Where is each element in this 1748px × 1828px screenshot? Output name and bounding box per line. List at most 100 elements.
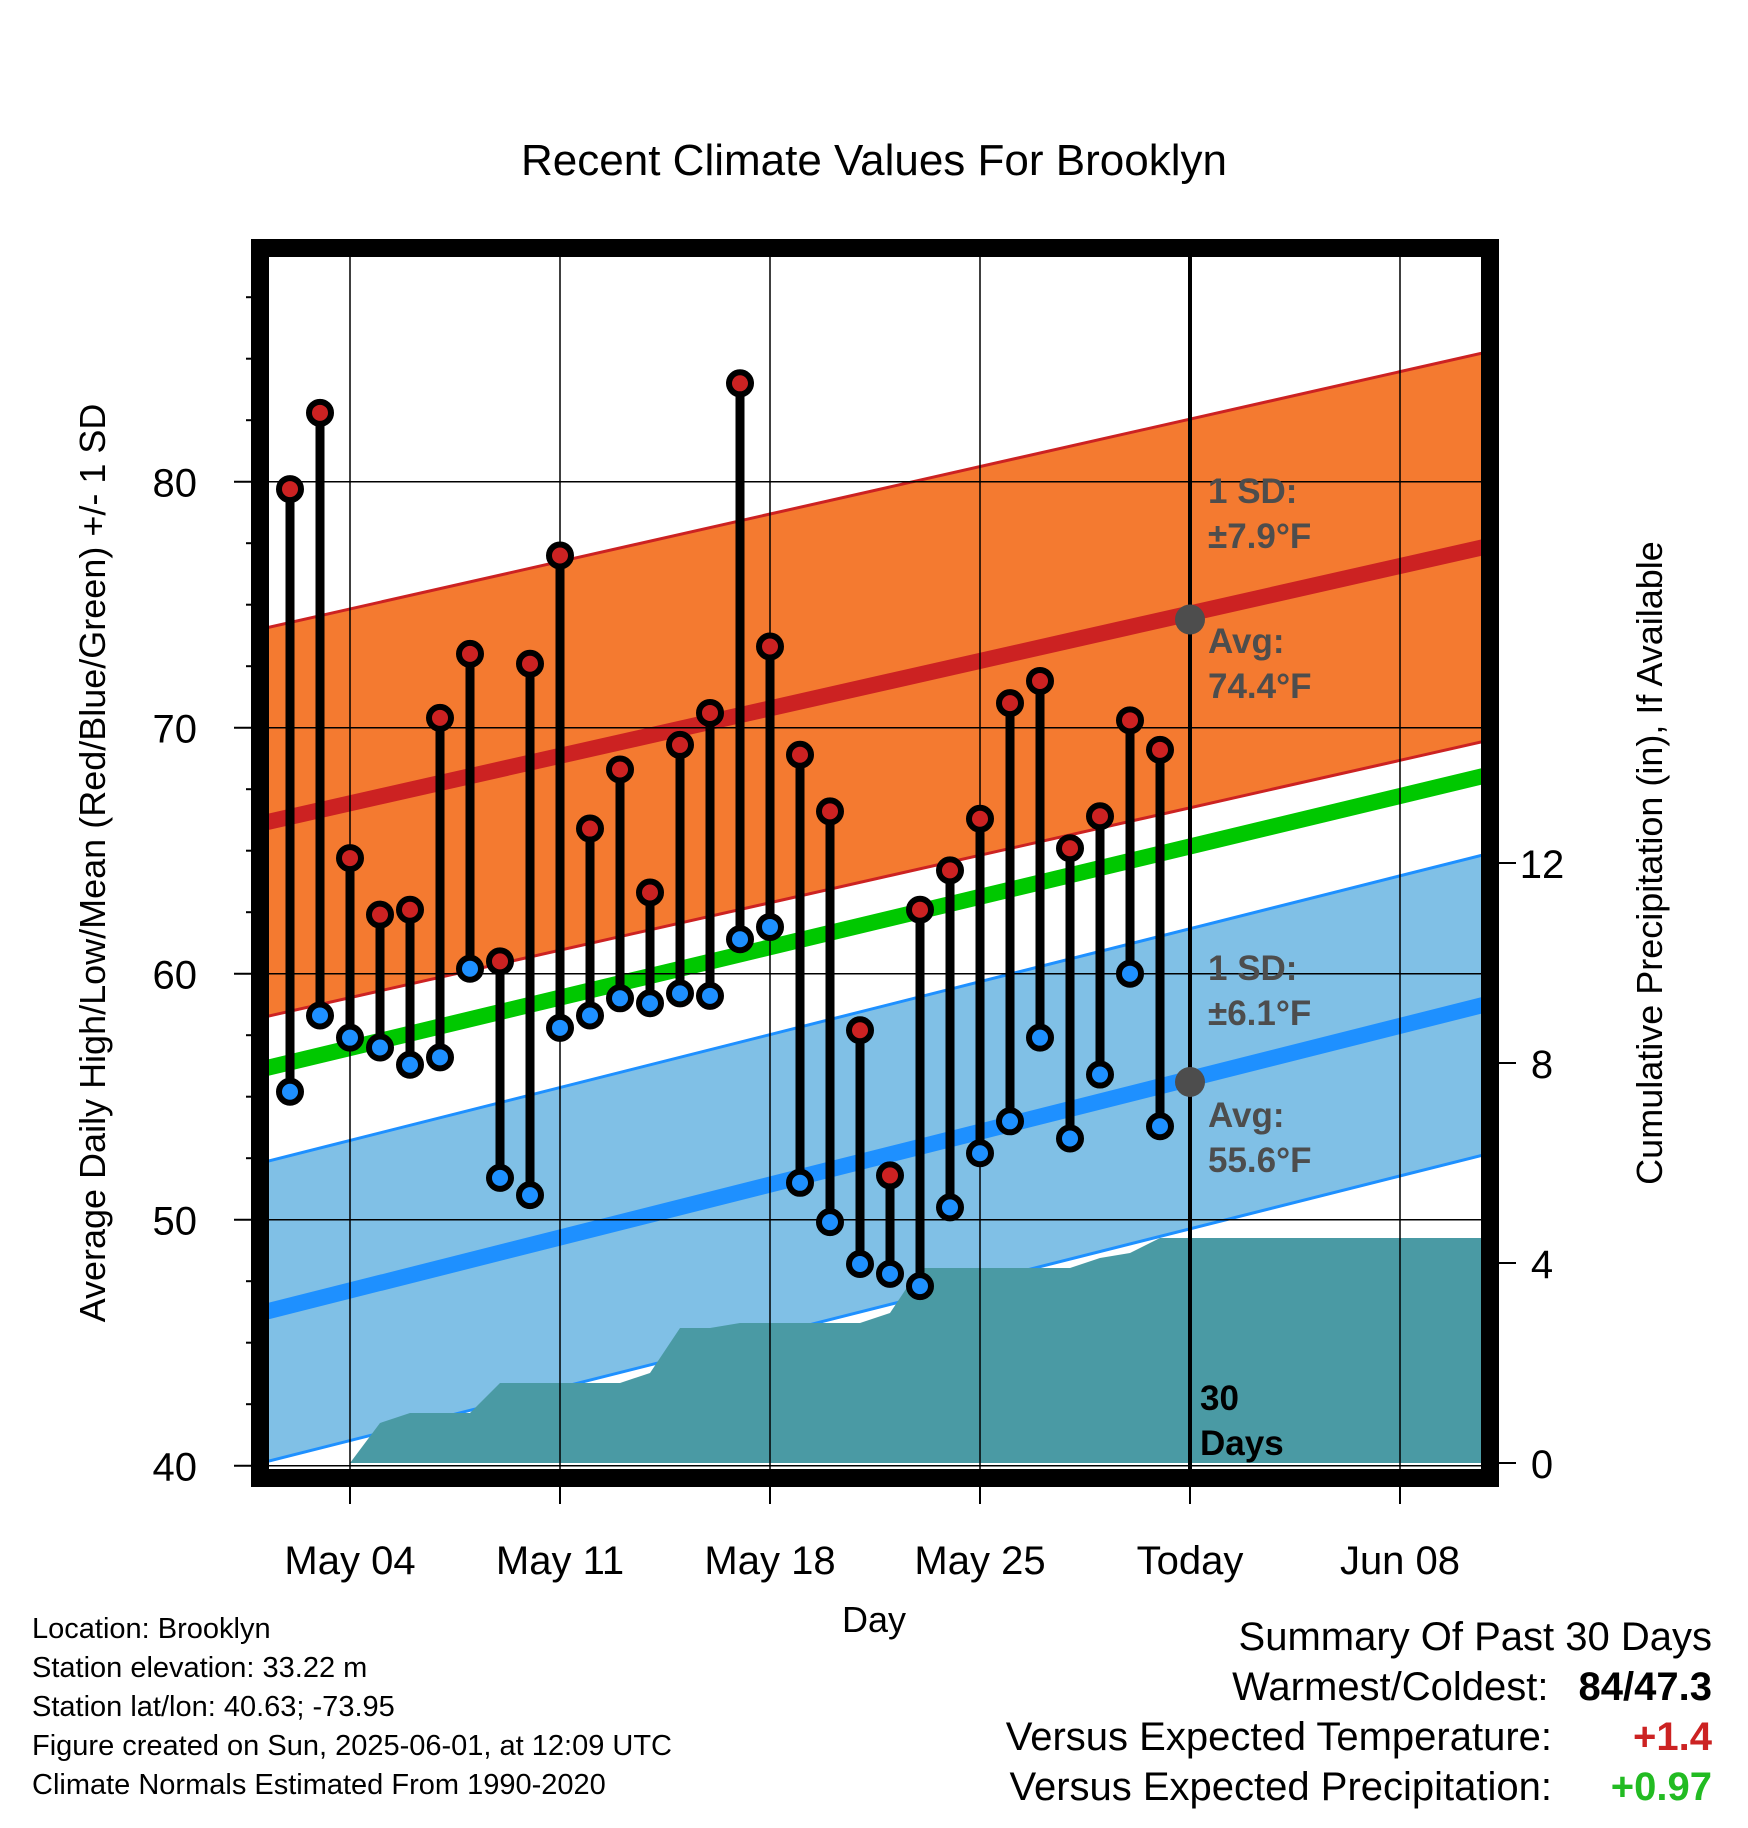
- observed-low-point: [966, 1139, 994, 1168]
- days-count-annotation: 30: [1200, 1379, 1239, 1418]
- y-tick-label: 40: [153, 1446, 198, 1490]
- observed-low-point: [906, 1272, 934, 1301]
- observed-high-point: [1086, 802, 1114, 831]
- precip-value: +0.97: [1610, 1765, 1712, 1809]
- observed-high-point: [336, 844, 364, 873]
- observed-high-point: [396, 895, 424, 924]
- y-tick-label: 80: [153, 462, 198, 506]
- today-high-avg-marker: [1175, 604, 1205, 635]
- observed-low-point: [756, 912, 784, 941]
- created-text: Figure created on Sun, 2025-06-01, at 12…: [32, 1730, 672, 1762]
- normal-low-line: [260, 995, 1490, 1321]
- y2-tick-label: 12: [1520, 843, 1565, 887]
- observed-low-point: [516, 1181, 544, 1210]
- temp-label: Versus Expected Temperature:: [1005, 1715, 1552, 1759]
- observed-high-point: [276, 475, 304, 504]
- warm-cold-value: 84/47.3: [1578, 1665, 1712, 1709]
- observed-high-point: [756, 632, 784, 661]
- observed-high-point: [636, 878, 664, 907]
- summary-panel: Summary Of Past 30 Days Warmest/Coldest:…: [1006, 1612, 1712, 1812]
- observed-high-point: [306, 398, 334, 427]
- observed-low-point: [1116, 959, 1144, 988]
- cumulative-precip-area: [350, 1238, 1490, 1463]
- plot-area: 1 SD: ±7.9°F Avg: 74.4°F 1 SD: ±6.1°F Avg: 55.6…: [153, 239, 1565, 1583]
- normal-mean-line: [260, 766, 1490, 1078]
- warm-cold-label: Warmest/Coldest:: [1232, 1665, 1549, 1709]
- observed-low-point: [846, 1249, 874, 1278]
- observed-low-point: [306, 1001, 334, 1030]
- observed-high-point: [726, 369, 754, 398]
- precip-row: Versus Expected Precipitation: +0.97: [1006, 1762, 1712, 1812]
- observed-high-point: [1146, 735, 1174, 764]
- y-tick-label: 70: [153, 708, 198, 752]
- observed-low-point: [1086, 1060, 1114, 1089]
- temp-row: Versus Expected Temperature: +1.4: [1006, 1712, 1712, 1762]
- normal-low-lower-sd-line: [260, 1151, 1490, 1465]
- y-tick-label: 60: [153, 954, 198, 998]
- low-sd-annotation: 1 SD:: [1208, 949, 1297, 988]
- observed-low-point: [1056, 1124, 1084, 1153]
- observed-high-point: [996, 689, 1024, 718]
- y-axis-label: Average Daily High/Low/Mean (Red/Blue/Gr…: [72, 404, 113, 1323]
- observed-low-point: [636, 989, 664, 1018]
- observed-low-point: [576, 1001, 604, 1030]
- observed-low-point: [1146, 1112, 1174, 1141]
- observed-high-point: [426, 703, 454, 732]
- warm-cold-row: Warmest/Coldest: 84/47.3: [1006, 1662, 1712, 1712]
- observed-high-point: [906, 895, 934, 924]
- observed-high-point: [696, 698, 724, 727]
- observed-low-point: [606, 984, 634, 1013]
- normal-high-line: [260, 537, 1490, 832]
- precip-label: Versus Expected Precipitation:: [1009, 1765, 1552, 1809]
- observed-low-point: [666, 979, 694, 1008]
- observed-high-point: [546, 541, 574, 570]
- high-sd-value-annotation: ±7.9°F: [1208, 517, 1311, 556]
- x-tick-label: May 11: [496, 1539, 624, 1583]
- high-avg-annotation: Avg:: [1208, 622, 1284, 661]
- observed-low-point: [456, 954, 484, 983]
- observed-high-point: [576, 814, 604, 843]
- observed-low-point: [396, 1050, 424, 1079]
- observed-low-point: [336, 1023, 364, 1052]
- observed-low-point: [546, 1013, 574, 1042]
- observed-low-point: [786, 1168, 814, 1197]
- normal-low-upper-sd-line: [260, 851, 1490, 1165]
- low-avg-annotation: Avg:: [1208, 1096, 1284, 1135]
- summary-heading: Summary Of Past 30 Days: [1238, 1615, 1712, 1659]
- station-info: Location: Brooklyn Station elevation: 33…: [32, 1610, 672, 1805]
- location-text: Location: Brooklyn: [32, 1613, 271, 1645]
- y-tick-label: 50: [153, 1200, 198, 1244]
- chart-title: Recent Climate Values For Brooklyn: [521, 136, 1227, 185]
- observed-high-point: [1026, 666, 1054, 695]
- y2-tick-label: 4: [1531, 1243, 1553, 1287]
- high-avg-value-annotation: 74.4°F: [1208, 667, 1312, 706]
- x-tick-label: May 25: [914, 1539, 1045, 1583]
- observed-low-point: [996, 1107, 1024, 1136]
- observed-low-point: [876, 1259, 904, 1288]
- today-low-avg-marker: [1175, 1066, 1205, 1097]
- observed-low-point: [936, 1193, 964, 1222]
- normals-text: Climate Normals Estimated From 1990-2020: [32, 1769, 606, 1801]
- observed-high-point: [816, 797, 844, 826]
- x-tick-label: Jun 08: [1340, 1539, 1460, 1583]
- days-label-annotation: Days: [1200, 1424, 1284, 1463]
- observed-high-point: [666, 730, 694, 759]
- observed-low-point: [816, 1208, 844, 1237]
- observed-high-point: [786, 740, 814, 769]
- x-tick-label: May 04: [284, 1539, 415, 1583]
- low-sd-value-annotation: ±6.1°F: [1208, 994, 1311, 1033]
- observed-high-point: [516, 649, 544, 678]
- observed-low-point: [276, 1077, 304, 1106]
- elevation-text: Station elevation: 33.22 m: [32, 1652, 368, 1684]
- observed-high-point: [366, 900, 394, 929]
- observed-low-point: [1026, 1023, 1054, 1052]
- observed-high-point: [876, 1161, 904, 1190]
- observed-low-point: [486, 1163, 514, 1192]
- high-sd-annotation: 1 SD:: [1208, 472, 1297, 511]
- observed-high-point: [1116, 706, 1144, 735]
- y2-axis-label: Cumulative Precipitation (in), If Availa…: [1629, 541, 1670, 1185]
- observed-high-point: [936, 856, 964, 885]
- x-tick-label: Today: [1137, 1539, 1244, 1583]
- x-tick-label: May 18: [704, 1539, 835, 1583]
